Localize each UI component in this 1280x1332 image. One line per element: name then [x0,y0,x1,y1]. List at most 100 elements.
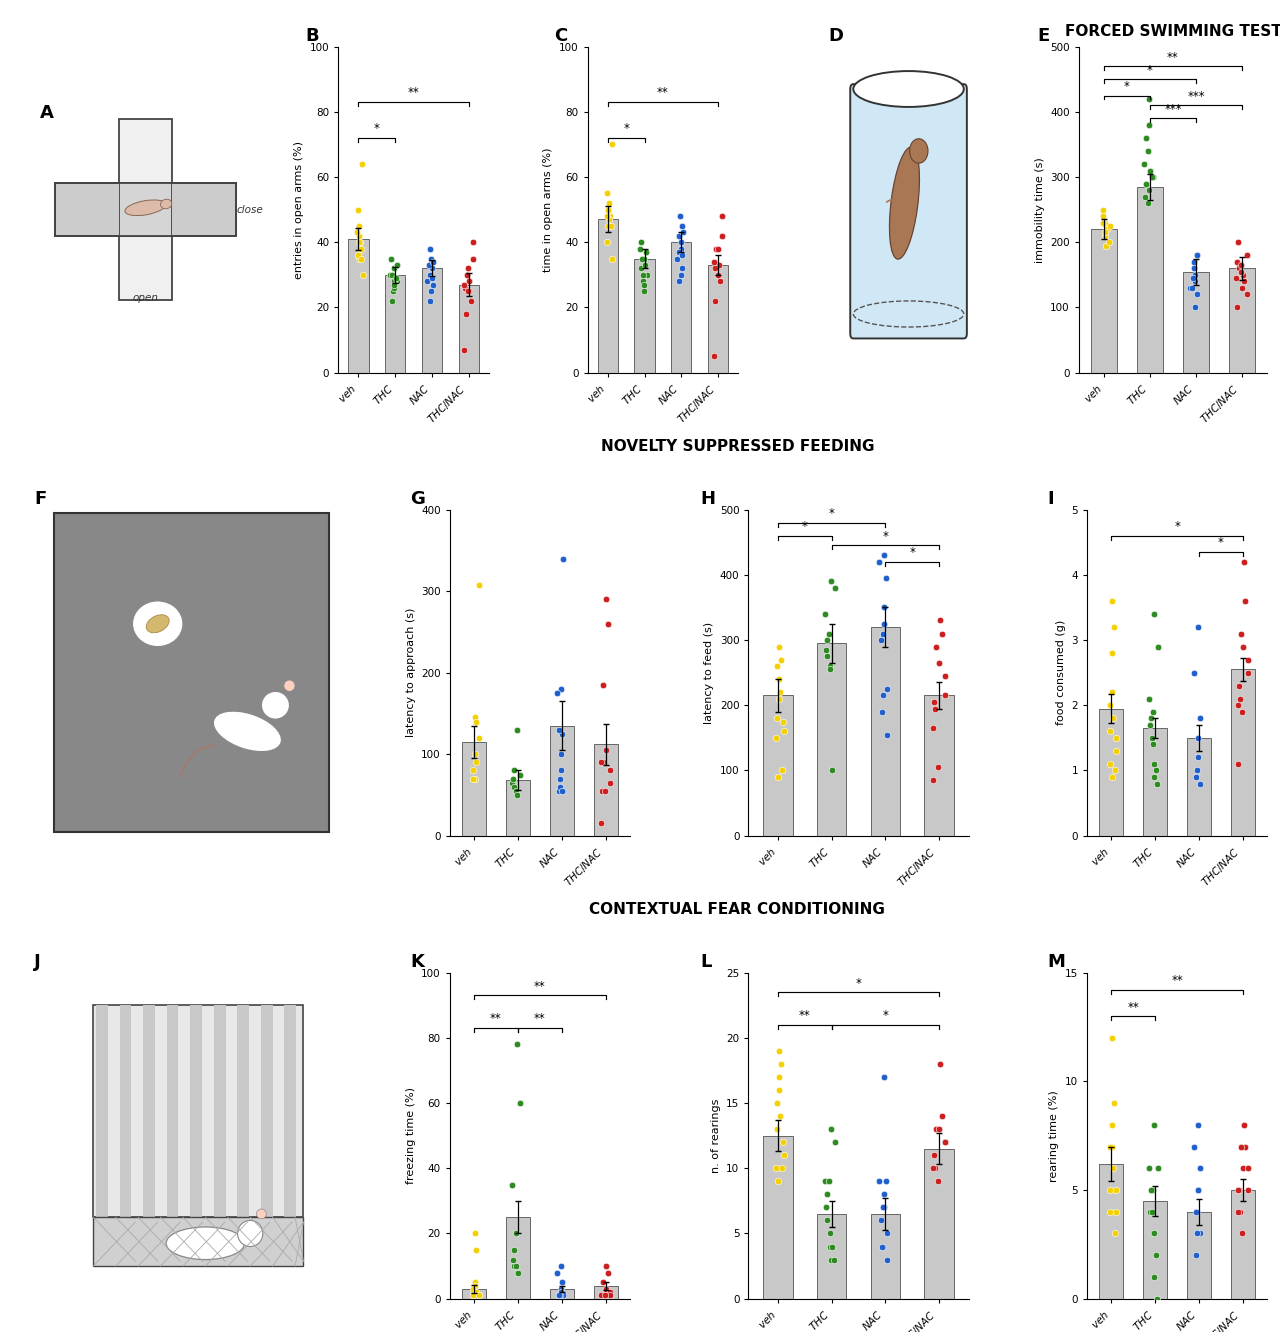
Point [1100,216,1120,237]
Point [870,630,891,651]
Point [1184,662,1204,683]
Point [506,781,526,802]
Point [504,777,525,798]
Point [602,248,622,269]
Point [1188,1179,1208,1200]
Bar [96,1006,108,1217]
Point [1102,682,1123,703]
Point [1185,297,1206,318]
Point [1102,1158,1123,1179]
Point [1236,284,1257,305]
Point [874,1184,895,1205]
Point [387,270,407,292]
Point [924,1158,945,1179]
Point [932,623,952,645]
Point [768,766,788,787]
Y-axis label: entries in open arms (%): entries in open arms (%) [294,141,305,278]
Point [634,281,654,302]
Point [773,711,794,733]
Point [705,238,726,260]
Point [817,1184,837,1205]
Point [1231,254,1252,276]
Point [768,1079,788,1100]
Point [1105,759,1125,781]
Point [1235,590,1256,611]
Point [814,603,835,625]
Text: **: ** [534,980,545,992]
Text: *: * [882,1010,888,1022]
Point [925,635,946,657]
Point [820,1249,841,1271]
Point [1228,1201,1248,1223]
Point [380,264,401,285]
Point [1102,590,1123,611]
Ellipse shape [133,601,183,646]
Ellipse shape [256,1209,266,1219]
Point [1188,727,1208,749]
Point [1234,270,1254,292]
Point [462,232,483,253]
Point [1100,754,1120,775]
Point [1228,1179,1248,1200]
Bar [550,726,573,835]
Bar [119,1006,132,1217]
Bar [284,1006,296,1217]
Point [1238,662,1258,683]
Text: E: E [1037,27,1050,45]
Point [630,238,650,260]
Point [1105,1223,1125,1244]
Point [595,1285,616,1307]
Bar [594,745,618,835]
Point [550,1256,571,1277]
Point [466,1281,486,1303]
Point [383,281,403,302]
Point [598,198,618,220]
Point [634,274,654,296]
Text: *: * [623,123,630,136]
Point [1187,1201,1207,1223]
Point [632,270,653,292]
Bar [462,742,486,835]
Point [1230,623,1251,645]
Point [511,763,531,785]
Point [924,1144,945,1166]
Point [768,1040,788,1062]
Point [1183,268,1203,289]
Text: *: * [374,123,380,136]
Point [1180,277,1201,298]
Point [819,1223,840,1244]
Point [465,743,485,765]
Point [511,1092,531,1114]
Point [1106,741,1126,762]
Point [468,574,489,595]
Point [506,1223,526,1244]
Point [468,727,489,749]
Point [1233,635,1253,657]
Point [874,613,895,634]
Point [598,216,618,237]
Bar [1187,1212,1211,1299]
Point [774,1144,795,1166]
Point [876,567,896,589]
Text: ***: *** [1165,103,1181,116]
Text: NOVELTY SUPPRESSED FEEDING: NOVELTY SUPPRESSED FEEDING [600,440,874,454]
Ellipse shape [284,681,296,691]
Text: G: G [410,490,425,507]
Point [553,1285,573,1307]
Bar [1231,670,1256,835]
Point [767,727,787,749]
Point [668,225,689,246]
Point [1146,1244,1166,1265]
Point [456,304,476,325]
Point [596,1256,617,1277]
Point [869,551,890,573]
Point [1143,701,1164,722]
Point [771,1054,791,1075]
Point [384,277,404,298]
Point [419,254,439,276]
Bar [598,220,618,373]
Text: **: ** [490,1012,502,1026]
Point [631,248,652,269]
Point [422,274,443,296]
Point [708,254,728,276]
